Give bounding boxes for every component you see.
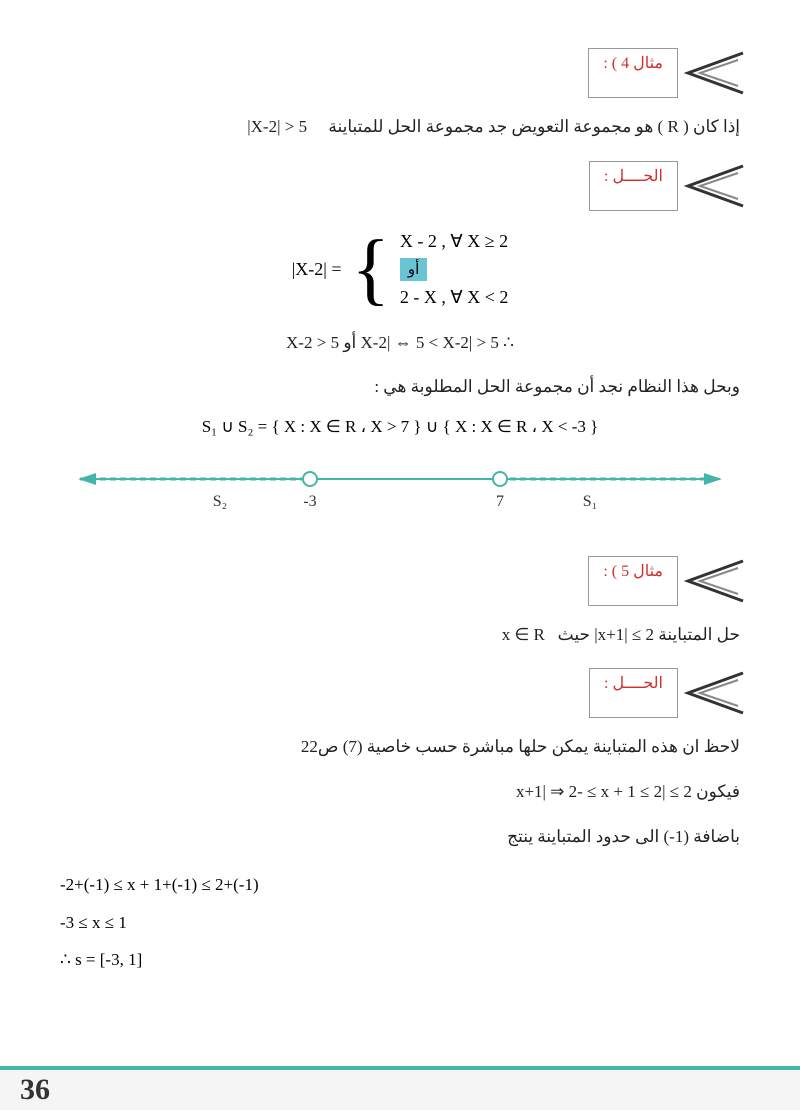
svg-text:S₂: S₂ (213, 493, 227, 510)
therefore-line: ∴ 5 < |X-2| ⇔ 5 < X-2 أو 5 < X-2 (60, 328, 740, 359)
abs-lhs: |X-2| = (292, 259, 342, 280)
problem4-main: إذا كان ( R ) هو مجموعة التعويض جد مجموع… (328, 117, 740, 136)
page-footer: 36 (0, 1066, 800, 1110)
step1: -2+(-1) ≤ x + 1+(-1) ≤ 2+(-1) (60, 866, 480, 903)
note-line2: فيكون 2 ≥ |x+1| ⇒ 2- ≤ x + 1 ≤ 2 (60, 777, 740, 808)
arrow-icon (678, 668, 748, 718)
or-box: أو (400, 258, 427, 281)
example4-label: مثال 4 ) : (588, 48, 678, 98)
solution-header-2: الحــــل : (60, 668, 740, 718)
svg-text:-3: -3 (303, 493, 316, 510)
svg-text:S₁: S₁ (583, 493, 597, 510)
step2: -3 ≤ x ≤ 1 (60, 904, 480, 941)
svg-text:7: 7 (496, 493, 504, 510)
conclusion-intro: وبحل هذا النظام نجد أن مجموعة الحل المطل… (60, 372, 740, 403)
solution-header-1: الحــــل : (60, 161, 740, 211)
arrow-icon (678, 556, 748, 606)
arrow-icon (678, 48, 748, 98)
brace-icon: { (351, 237, 389, 301)
page-number: 36 (20, 1073, 50, 1107)
case2: 2 - X , ∀ X < 2 (400, 287, 508, 308)
problem4-text: إذا كان ( R ) هو مجموعة التعويض جد مجموع… (60, 112, 740, 143)
solution-steps: -2+(-1) ≤ x + 1+(-1) ≤ 2+(-1) -3 ≤ x ≤ 1… (60, 866, 480, 978)
arrow-icon (678, 161, 748, 211)
union-expression: S₁ ∪ S₂ = { X : X ∈ R ، X > 7 } ∪ { X : … (60, 417, 740, 437)
example4-header: مثال 4 ) : (60, 48, 740, 98)
note-line: لاحظ ان هذه المتباينة يمكن حلها مباشرة ح… (60, 732, 740, 763)
example5-header: مثال 5 ) : (60, 556, 740, 606)
problem4-ineq: |X-2| > 5 (247, 112, 307, 143)
problem5a: حل المتباينة 2 ≥ |x+1| حيث (558, 625, 740, 644)
problem5b: x ∈ R (502, 620, 545, 651)
step3: ∴ s = [-3, 1] (60, 941, 480, 978)
piecewise-definition: |X-2| = { X - 2 , ∀ X ≥ 2 أو 2 - X , ∀ X… (60, 231, 740, 308)
number-line: -3 7 S₂ S₁ (60, 461, 740, 526)
solution-label-1: الحــــل : (589, 161, 678, 211)
example5-label: مثال 5 ) : (588, 556, 678, 606)
case1: X - 2 , ∀ X ≥ 2 (400, 231, 508, 252)
add-line: باضافة (1-) الى حدود المتباينة ينتج (60, 822, 740, 853)
problem5-text: حل المتباينة 2 ≥ |x+1| حيث x ∈ R (60, 620, 740, 651)
solution-label-2: الحــــل : (589, 668, 678, 718)
